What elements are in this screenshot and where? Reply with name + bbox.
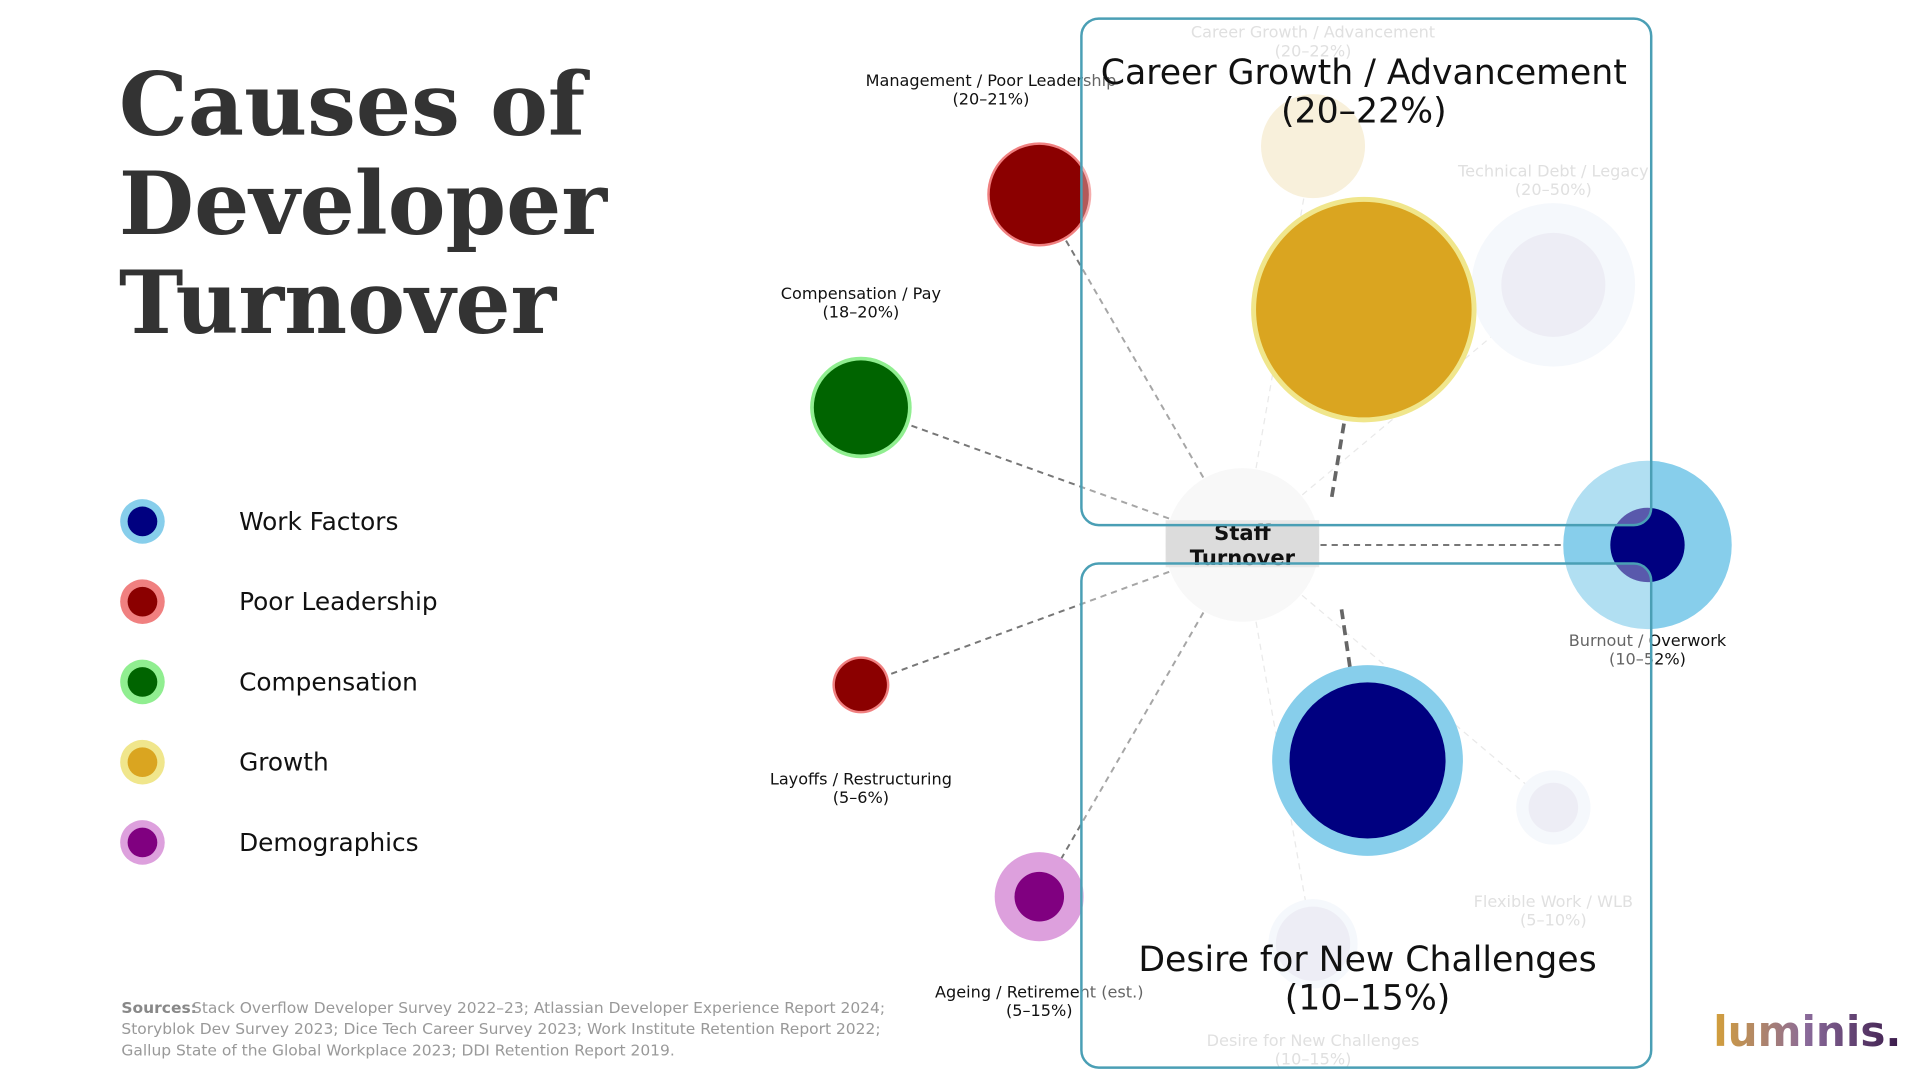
node-name: Layoffs / Restructuring bbox=[770, 770, 952, 789]
legend: Work Factors Poor Leadership Compensation G… bbox=[120, 499, 438, 865]
node-core bbox=[1263, 96, 1363, 196]
highlight-title: Career Growth / Advancement bbox=[1101, 53, 1627, 93]
legend-label: Demographics bbox=[239, 828, 418, 857]
legend-dot bbox=[127, 747, 158, 778]
node-range: (5–6%) bbox=[833, 788, 889, 807]
logo: luminis. bbox=[1713, 1007, 1901, 1056]
node-name: Burnout / Overwork bbox=[1569, 631, 1727, 650]
node-core bbox=[1275, 906, 1351, 981]
highlight-title: Desire for New Challenges bbox=[1138, 940, 1596, 980]
node-range: (20–50%) bbox=[1515, 180, 1592, 199]
node-range: (20–21%) bbox=[953, 90, 1030, 109]
title-line: Turnover bbox=[119, 253, 558, 354]
node-name: Desire for New Challenges bbox=[1207, 1031, 1420, 1050]
sources-line: Gallup State of the Global Workplace 202… bbox=[121, 1041, 674, 1059]
node-name: Compensation / Pay bbox=[781, 284, 942, 303]
legend-label: Compensation bbox=[239, 667, 418, 696]
node-core bbox=[1528, 782, 1579, 833]
node-name: Flexible Work / WLB bbox=[1474, 892, 1633, 911]
node-range: (5–15%) bbox=[1006, 1001, 1073, 1020]
legend-dot bbox=[127, 506, 158, 537]
legend-dot bbox=[127, 667, 158, 697]
center-label: Turnover bbox=[1190, 545, 1296, 570]
node-name: Management / Poor Leadership bbox=[866, 71, 1117, 90]
node-core bbox=[1014, 871, 1065, 922]
sources-line: Stack Overflow Developer Survey 2022–23;… bbox=[192, 999, 885, 1017]
sources-label: Sources: bbox=[121, 999, 196, 1017]
node-name: Ageing / Retirement (est.) bbox=[935, 983, 1143, 1002]
footer: Sources:Stack Overflow Developer Survey … bbox=[121, 999, 1901, 1059]
node-range: (10–52%) bbox=[1609, 649, 1686, 668]
node-core bbox=[989, 144, 1089, 244]
highlight-range: (10–15%) bbox=[1285, 978, 1451, 1018]
highlight-link bbox=[1329, 423, 1346, 499]
legend-dot bbox=[127, 827, 158, 858]
legend-label: Work Factors bbox=[239, 507, 398, 536]
legend-label: Poor Leadership bbox=[239, 587, 438, 616]
legend-label: Growth bbox=[239, 748, 329, 777]
node-name: Technical Debt / Legacy bbox=[1457, 161, 1649, 180]
node-range: (18–20%) bbox=[822, 303, 899, 322]
node-range: (10–15%) bbox=[1275, 1049, 1352, 1068]
title-line: Developer bbox=[119, 154, 608, 255]
legend-dot bbox=[127, 586, 158, 617]
node-core bbox=[813, 360, 908, 455]
title-line: Causes of bbox=[119, 55, 590, 156]
center-band bbox=[1165, 520, 1320, 568]
highlight-boxes: Career Growth / Advancement(20–22%)Desir… bbox=[1080, 17, 1653, 1069]
highlight-link bbox=[1339, 609, 1353, 670]
node-name: Career Growth / Advancement bbox=[1191, 23, 1435, 42]
highlight-range: (20–22%) bbox=[1281, 91, 1447, 131]
node-range: (20–22%) bbox=[1275, 41, 1352, 60]
sources-line: Storyblok Dev Survey 2023; Dice Tech Car… bbox=[121, 1020, 880, 1038]
highlight-core bbox=[1256, 201, 1472, 418]
highlight-core bbox=[1289, 682, 1446, 839]
node-range: (5–10%) bbox=[1520, 911, 1587, 930]
node-core bbox=[834, 658, 887, 711]
node-core bbox=[1501, 232, 1606, 337]
